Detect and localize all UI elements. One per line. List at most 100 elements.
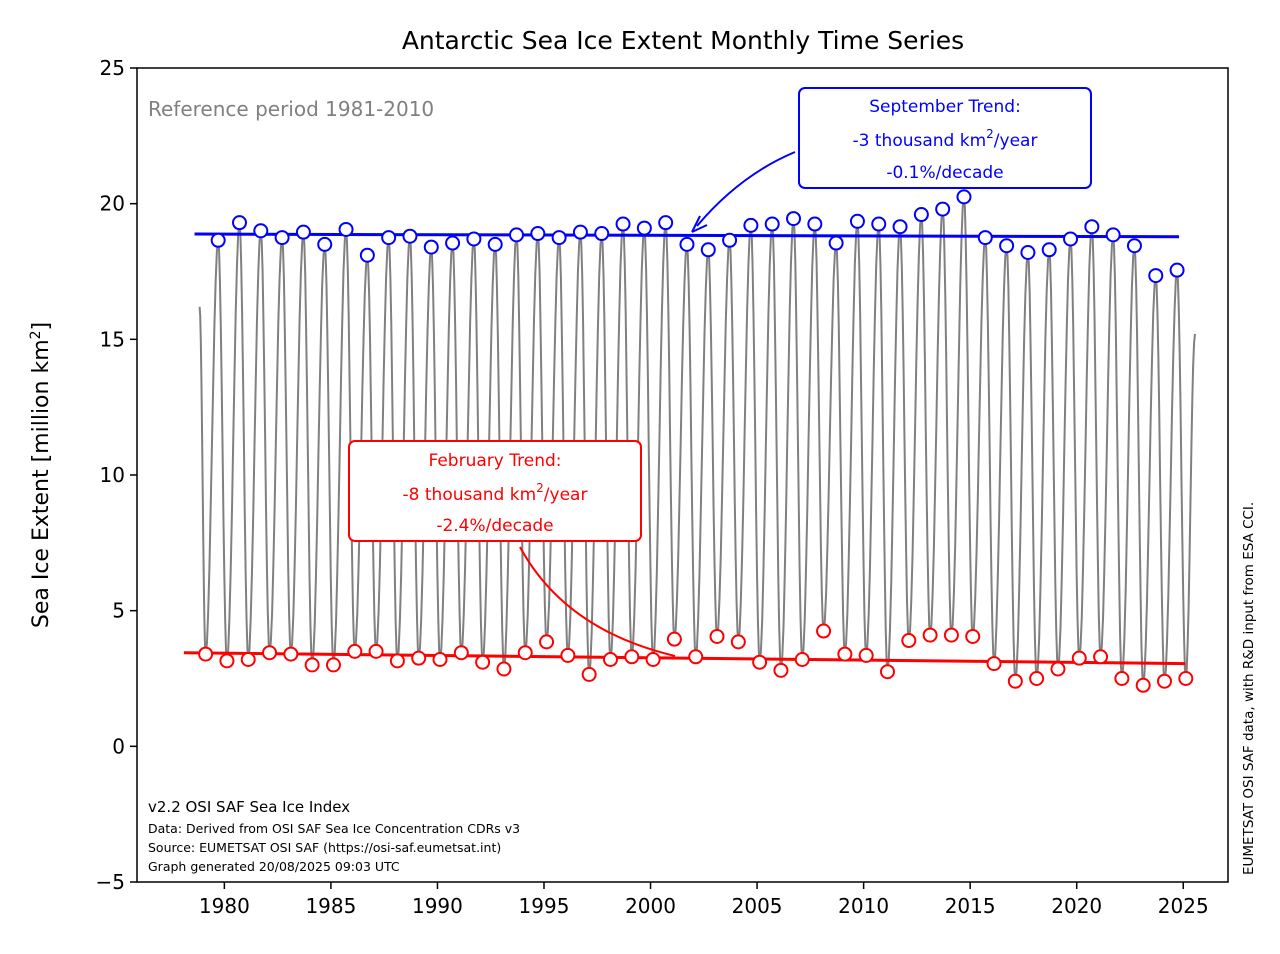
september-arrow bbox=[696, 151, 796, 227]
september-point bbox=[999, 238, 1015, 254]
september-point bbox=[359, 247, 375, 263]
september-point bbox=[487, 236, 503, 252]
february-arrow bbox=[519, 546, 676, 657]
september-point bbox=[253, 223, 269, 239]
september-point bbox=[700, 242, 716, 258]
y-axis-label-close: ] bbox=[29, 322, 54, 331]
february-point bbox=[304, 657, 320, 673]
september-point bbox=[338, 221, 354, 237]
september-point bbox=[551, 230, 567, 246]
september-trend-annotation: September Trend: -3 thousand km2/year -0… bbox=[691, 87, 1092, 233]
september-trend-line bbox=[194, 232, 1179, 239]
february-point bbox=[666, 631, 682, 647]
february-rate: -8 thousand km bbox=[403, 485, 537, 505]
september-point bbox=[871, 216, 887, 232]
february-point bbox=[602, 652, 618, 668]
x-tick-label: 2025 bbox=[1158, 894, 1209, 918]
footnote-version: v2.2 OSI SAF Sea Ice Index bbox=[148, 798, 350, 816]
february-point bbox=[1093, 649, 1109, 665]
february-point bbox=[1114, 671, 1130, 686]
y-tick-label: 15 bbox=[100, 327, 125, 351]
february-point bbox=[581, 666, 597, 682]
reference-period: Reference period 1981-2010 bbox=[148, 97, 434, 121]
february-point bbox=[752, 654, 768, 670]
february-point bbox=[794, 652, 810, 668]
september-line2: -3 thousand km2/year bbox=[853, 127, 1038, 151]
february-point bbox=[901, 633, 917, 649]
x-tick-label: 2015 bbox=[945, 894, 996, 918]
x-tick-label: 1980 bbox=[199, 894, 250, 918]
february-point bbox=[432, 652, 448, 668]
february-point bbox=[709, 628, 725, 644]
september-point bbox=[679, 236, 695, 252]
september-line1: September Trend: bbox=[869, 97, 1021, 117]
september-point bbox=[210, 232, 226, 248]
september-box bbox=[798, 87, 1092, 189]
september-point bbox=[509, 227, 525, 243]
february-point bbox=[475, 654, 491, 670]
september-point bbox=[807, 216, 823, 232]
february-point bbox=[1007, 673, 1023, 689]
y-tick-label: 10 bbox=[100, 463, 125, 487]
y-axis-label: Sea Ice Extent [million km2] bbox=[28, 322, 54, 628]
september-point bbox=[1020, 245, 1036, 261]
september-point bbox=[1148, 268, 1164, 284]
february-point bbox=[1135, 677, 1151, 693]
february-point bbox=[453, 645, 469, 661]
plot-area bbox=[183, 189, 1196, 693]
february-point bbox=[858, 647, 874, 663]
september-point bbox=[231, 215, 247, 231]
september-point bbox=[849, 213, 865, 229]
february-point bbox=[837, 646, 853, 662]
february-point bbox=[496, 661, 512, 677]
february-point bbox=[283, 646, 299, 662]
x-tick-label: 1990 bbox=[412, 894, 463, 918]
february-point bbox=[943, 627, 959, 643]
x-tick-label: 2000 bbox=[625, 894, 676, 918]
september-point bbox=[615, 216, 631, 232]
february-point bbox=[198, 646, 214, 662]
february-point bbox=[389, 653, 405, 669]
september-point bbox=[295, 224, 311, 240]
september-point bbox=[572, 224, 588, 240]
february-trend-annotation: February Trend: -8 thousand km2/year -2.… bbox=[348, 440, 676, 657]
february-line3: -2.4%/decade bbox=[436, 516, 553, 536]
september-point bbox=[1126, 238, 1142, 254]
september-rate: -3 thousand km bbox=[853, 131, 987, 151]
february-sup: 2 bbox=[536, 481, 544, 495]
february-line1: February Trend: bbox=[429, 451, 562, 471]
september-point bbox=[1169, 262, 1185, 278]
february-point bbox=[773, 662, 789, 678]
september-point bbox=[317, 236, 333, 252]
september-point bbox=[786, 211, 802, 227]
february-point bbox=[539, 634, 555, 650]
september-point bbox=[445, 235, 461, 251]
february-point bbox=[730, 634, 746, 650]
february-point bbox=[1050, 661, 1066, 677]
february-point bbox=[816, 623, 832, 639]
footnote-source: Source: EUMETSAT OSI SAF (https://osi-sa… bbox=[148, 840, 501, 855]
february-point bbox=[219, 653, 235, 669]
february-point bbox=[325, 657, 341, 673]
september-point bbox=[1041, 242, 1057, 258]
x-tick-label: 2010 bbox=[838, 894, 889, 918]
february-point bbox=[1029, 671, 1045, 686]
september-point bbox=[658, 215, 674, 231]
september-unit: /year bbox=[994, 131, 1038, 151]
september-point bbox=[423, 239, 439, 255]
september-point bbox=[1084, 219, 1100, 235]
september-point bbox=[743, 217, 759, 233]
february-point bbox=[1157, 673, 1173, 689]
footnote-generated: Graph generated 20/08/2025 09:03 UTC bbox=[148, 859, 400, 874]
september-point bbox=[530, 226, 546, 242]
february-point bbox=[879, 664, 895, 680]
september-line3: -0.1%/decade bbox=[886, 163, 1003, 183]
february-point bbox=[411, 650, 427, 666]
february-point bbox=[517, 645, 533, 661]
september-point bbox=[636, 220, 652, 236]
y-tick-label: 25 bbox=[100, 56, 125, 80]
september-point bbox=[892, 219, 908, 235]
x-tick-label: 2020 bbox=[1051, 894, 1102, 918]
y-tick-label: 0 bbox=[112, 734, 125, 758]
